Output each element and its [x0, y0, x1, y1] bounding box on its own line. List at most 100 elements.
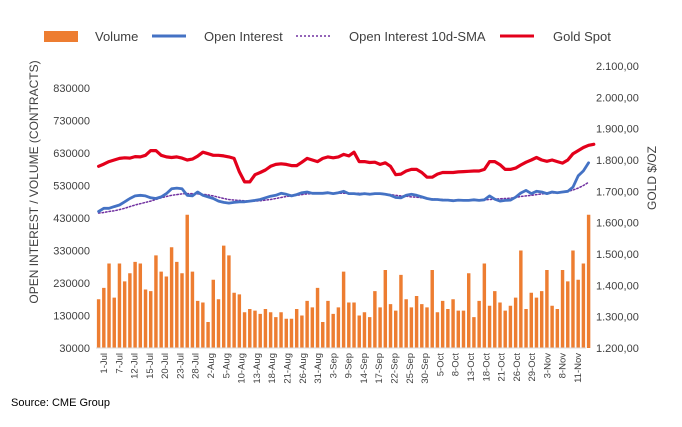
volume-bar: [425, 307, 429, 348]
volume-bar: [456, 310, 461, 348]
right-tick-label: 1.900,00: [596, 124, 639, 136]
left-tick-label: 330000: [53, 246, 90, 258]
left-tick-label: 30000: [59, 343, 90, 355]
right-tick-label: 1.600,00: [596, 218, 639, 230]
x-tick-label: 17-Sep: [374, 353, 385, 384]
left-tick-label: 130000: [53, 311, 90, 323]
left-tick-label: 530000: [53, 181, 90, 193]
volume-bar: [440, 300, 445, 348]
left-tick-label: 830000: [53, 83, 90, 95]
volume-bar: [195, 300, 200, 348]
volume-bar: [399, 274, 403, 348]
volume-bar: [341, 271, 346, 348]
right-axis-title: GOLD $/OZ: [645, 146, 659, 210]
volume-bar: [576, 279, 580, 348]
volume-bar: [571, 250, 575, 348]
volume-bar: [321, 322, 325, 348]
volume-bar: [362, 312, 367, 348]
volume-bar: [185, 214, 189, 348]
x-tick-label: 31-Aug: [313, 353, 324, 384]
right-tick-label: 2.100,00: [596, 61, 639, 73]
x-tick-label: 12-Jul: [130, 353, 141, 379]
x-tick-label: 26-Aug: [298, 353, 309, 384]
volume-bar: [508, 305, 513, 348]
volume-bar: [164, 276, 169, 348]
volume-bar: [482, 263, 487, 348]
volume-bar: [560, 270, 565, 348]
volume-bar: [430, 270, 434, 348]
x-tick-label: 23-Jul: [176, 353, 187, 379]
volume-bar: [315, 287, 320, 348]
volume-bar: [357, 315, 361, 348]
right-tick-label: 1.800,00: [596, 155, 639, 167]
volume-bar: [352, 302, 356, 348]
volume-bar: [143, 289, 148, 348]
volume-bar: [169, 247, 174, 348]
volume-bar: [284, 318, 288, 348]
x-tick-label: 21-Aug: [283, 353, 294, 384]
open-interest-sma-line: [97, 181, 590, 214]
right-tick-label: 1.700,00: [596, 186, 639, 198]
right-tick-label: 1.200,00: [596, 343, 639, 355]
x-tick-label: 2-Aug: [206, 353, 217, 378]
volume-bar: [503, 310, 507, 348]
volume-bar: [539, 291, 544, 348]
volume-bar: [294, 309, 299, 348]
volume-bar: [414, 296, 419, 348]
x-tick-label: 26-Oct: [512, 353, 523, 382]
volume-bar: [248, 309, 252, 348]
x-tick-label: 9-Sep: [344, 353, 355, 378]
left-tick-label: 430000: [53, 213, 90, 225]
volume-bar: [513, 297, 518, 348]
x-tick-label: 22-Sep: [390, 353, 401, 384]
volume-bar: [367, 317, 372, 348]
left-tick-label: 630000: [53, 148, 90, 160]
x-tick-label: 15-Jul: [145, 353, 156, 379]
volume-bar: [529, 292, 533, 348]
volume-bar: [128, 273, 132, 348]
volume-bar: [466, 273, 471, 348]
volume-bar: [545, 270, 549, 348]
volume-bar: [175, 261, 179, 348]
x-tick-label: 25-Sep: [405, 353, 416, 384]
x-tick-label: 30-Sep: [420, 353, 431, 384]
volume-bar: [331, 313, 335, 348]
volume-bar: [237, 294, 242, 348]
volume-bar: [451, 299, 455, 348]
volume-bar: [138, 263, 143, 348]
volume-bar: [274, 317, 278, 348]
volume-bar: [420, 304, 424, 348]
x-tick-label: 5-Aug: [221, 353, 232, 378]
volume-bar: [180, 273, 184, 348]
volume-bar: [378, 307, 382, 348]
right-tick-label: 1.500,00: [596, 249, 639, 261]
volume-bar: [221, 245, 226, 348]
volume-bars: [96, 214, 591, 348]
volume-bar: [117, 263, 122, 348]
right-tick-label: 1.400,00: [596, 280, 639, 292]
legend-volume-label: Volume: [95, 29, 138, 44]
x-tick-label: 8-Oct: [451, 353, 462, 377]
volume-bar: [347, 302, 351, 348]
volume-bar: [555, 309, 560, 348]
volume-bar: [253, 310, 257, 348]
volume-bar: [300, 315, 304, 348]
legend-volume-swatch: [44, 31, 78, 42]
left-axis-ticks: 30000 130000 230000 330000 430000 530000 63000…: [53, 83, 90, 355]
x-tick-label: 21-Oct: [497, 353, 508, 382]
x-tick-label: 11-Nov: [573, 353, 584, 383]
volume-bar: [336, 307, 341, 348]
volume-bar: [232, 292, 236, 348]
volume-bar: [394, 310, 398, 348]
x-tick-label: 13-Aug: [252, 353, 263, 384]
open-interest-line: [97, 161, 590, 213]
volume-bar: [159, 271, 163, 348]
right-tick-label: 2.000,00: [596, 92, 639, 104]
volume-bar: [477, 300, 481, 348]
volume-bar: [388, 304, 393, 348]
volume-bar: [493, 291, 497, 348]
volume-bar: [96, 299, 101, 348]
volume-bar: [409, 307, 414, 348]
x-tick-label: 10-Aug: [237, 353, 248, 384]
right-tick-label: 1.300,00: [596, 312, 639, 324]
